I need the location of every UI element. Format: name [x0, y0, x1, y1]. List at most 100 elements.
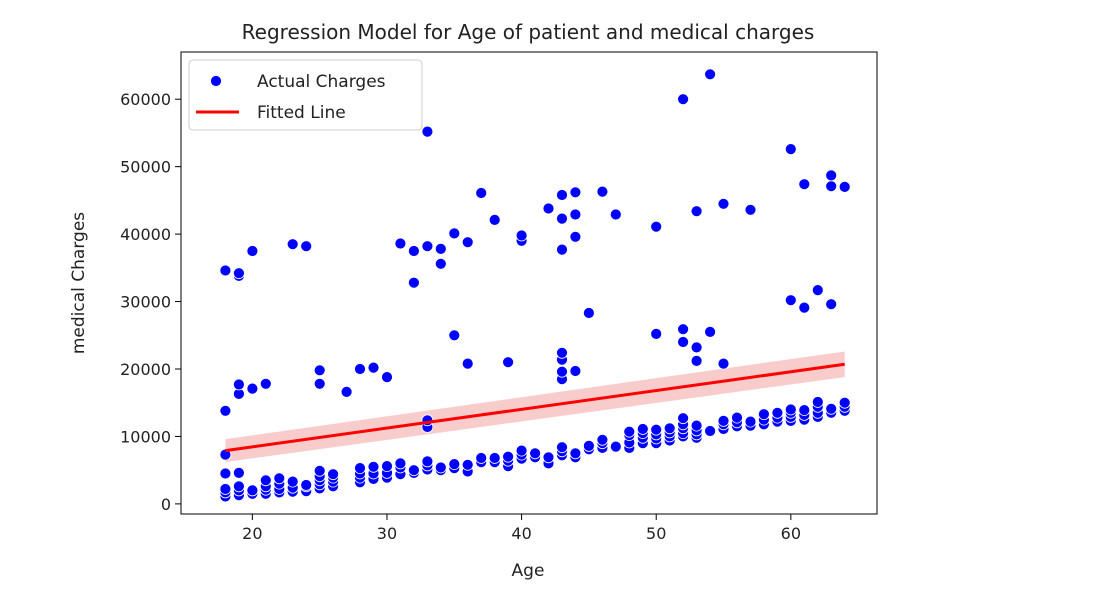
fitted-line: [225, 362, 845, 453]
data-point: [784, 294, 797, 307]
data-point: [475, 187, 488, 199]
y-tick-label: 10000: [120, 427, 171, 446]
data-point: [448, 458, 461, 471]
data-point: [219, 483, 232, 495]
data-point: [650, 327, 663, 340]
data-point: [313, 377, 326, 390]
data-point: [219, 467, 232, 480]
data-point: [569, 208, 582, 221]
data-point: [838, 180, 851, 193]
data-point: [232, 378, 245, 391]
data-point: [448, 227, 461, 240]
data-point: [381, 460, 393, 473]
data-point: [704, 68, 716, 81]
data-point: [650, 423, 663, 436]
data-point: [232, 466, 245, 479]
data-point: [502, 356, 515, 369]
data-point: [354, 462, 366, 475]
y-tick-label: 20000: [120, 360, 171, 379]
legend-box: [188, 59, 423, 131]
x-tick-label: 40: [511, 524, 531, 543]
data-point: [340, 385, 353, 398]
data-point: [367, 460, 380, 473]
data-point: [488, 213, 501, 226]
legend-label-fitted: Fitted Line: [257, 103, 346, 123]
data-point: [394, 457, 407, 470]
y-tick-label: 50000: [120, 158, 171, 177]
data-point: [583, 439, 595, 452]
data-point: [259, 474, 272, 487]
data-point: [286, 475, 299, 488]
chart-title: Regression Model for Age of patient and …: [242, 20, 815, 44]
data-point: [246, 382, 259, 395]
data-point: [556, 441, 568, 454]
data-point: [811, 284, 824, 297]
data-point: [623, 425, 636, 438]
data-point: [704, 425, 716, 437]
data-point: [744, 415, 757, 428]
plot-area: [219, 68, 851, 503]
data-point: [219, 404, 232, 417]
data-point: [502, 450, 515, 463]
x-tick-label: 50: [646, 524, 666, 543]
data-point: [825, 169, 838, 182]
data-point: [784, 403, 797, 416]
data-point: [313, 364, 326, 377]
data-point: [232, 480, 245, 493]
data-point: [354, 363, 366, 375]
data-point: [232, 267, 245, 280]
data-point: [744, 203, 757, 216]
data-point: [421, 455, 434, 468]
x-tick-label: 30: [377, 524, 397, 543]
y-tick-label: 30000: [120, 293, 171, 312]
data-point: [690, 341, 703, 354]
data-point: [771, 406, 784, 419]
data-point: [300, 479, 313, 491]
y-tick-label: 40000: [120, 225, 171, 244]
data-point: [488, 452, 501, 464]
data-point: [327, 468, 340, 481]
data-point: [286, 238, 299, 251]
y-tick-label: 0: [161, 495, 171, 514]
data-point: [609, 440, 622, 453]
data-point: [704, 325, 716, 338]
data-point: [569, 230, 582, 243]
data-point: [246, 245, 259, 257]
data-point: [811, 396, 824, 408]
plot-frame: [180, 51, 878, 515]
data-point: [731, 411, 743, 424]
data-point: [650, 220, 663, 233]
data-point: [246, 484, 259, 497]
data-point: [596, 185, 609, 198]
data-point: [407, 276, 420, 289]
data-point: [461, 458, 474, 471]
data-point: [556, 189, 568, 201]
data-point: [838, 396, 851, 409]
data-point: [758, 408, 770, 421]
data-point: [825, 180, 838, 193]
data-point: [569, 365, 582, 377]
data-point: [636, 423, 649, 435]
y-axis-label: medical Charges: [69, 212, 89, 354]
data-point: [556, 243, 568, 256]
x-tick-label: 20: [242, 524, 262, 543]
data-point: [677, 412, 689, 425]
axes: 20 30 40 50 60 0 10000 20000 30000 40000 50000 6000…: [120, 90, 801, 543]
data-point: [798, 404, 811, 417]
data-point: [300, 240, 313, 253]
data-point: [677, 336, 689, 348]
data-point: [556, 212, 568, 225]
data-point: [394, 237, 407, 250]
data-point: [461, 357, 474, 370]
data-point: [677, 323, 689, 336]
data-point: [663, 422, 676, 435]
data-point: [421, 125, 434, 138]
data-point: [461, 236, 474, 249]
data-point: [259, 377, 272, 390]
legend-label-actual: Actual Charges: [257, 72, 386, 92]
data-point: [313, 464, 326, 477]
data-point: [569, 186, 582, 199]
data-point: [434, 461, 447, 474]
data-point: [434, 242, 447, 255]
